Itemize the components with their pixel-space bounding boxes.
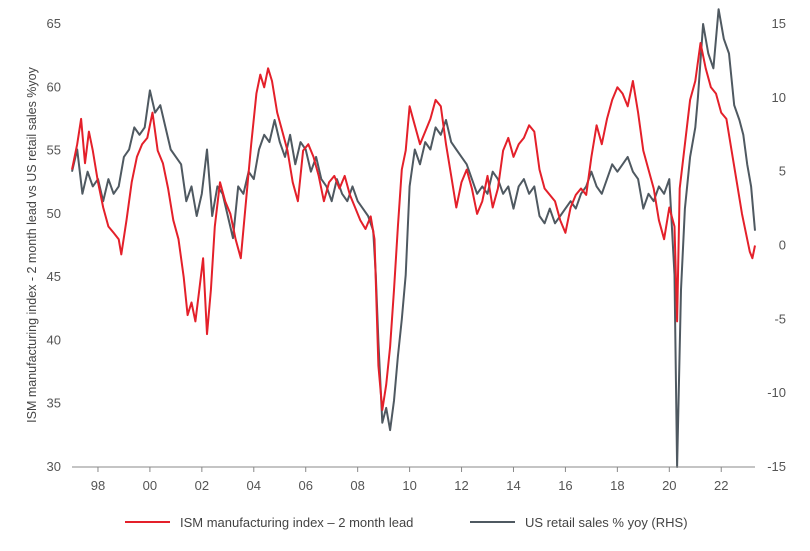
axes-layer: 30 35 40 45 50 55 60 65 -15 -10 -5 0 5 10 15 98 00 02 04 06… [47,16,786,493]
x-tick-label: 98 [91,478,105,493]
y-tick-label-right: 10 [772,90,786,105]
x-tick-label: 18 [610,478,624,493]
y-tick-label-left: 30 [47,459,61,474]
y-tick-label-right: -5 [774,311,786,326]
x-tick-label: 12 [454,478,468,493]
series-line-retail [71,8,756,468]
y-tick-label-left: 40 [47,332,61,347]
x-tick-label: 00 [143,478,157,493]
series-layer [71,8,756,468]
y-axis-label-left: ISM manufacturing index - 2 month lead v… [25,66,39,422]
y-tick-label-left: 50 [47,206,61,221]
x-tick-label: 04 [247,478,261,493]
x-tick-label: 02 [195,478,209,493]
x-tick-label: 20 [662,478,676,493]
y-tick-label-right: -10 [767,385,786,400]
y-tick-label-right: 0 [779,238,786,253]
y-tick-label-right: -15 [767,459,786,474]
y-tick-label-left: 35 [47,396,61,411]
y-tick-label-left: 65 [47,16,61,31]
x-tick-label: 14 [506,478,520,493]
y-tick-label-left: 55 [47,143,61,158]
legend-label-retail: US retail sales % yoy (RHS) [525,515,688,530]
x-tick-label: 06 [298,478,312,493]
x-tick-label: 08 [350,478,364,493]
x-tick-label: 10 [402,478,416,493]
y-tick-label-right: 5 [779,164,786,179]
y-tick-label-left: 45 [47,269,61,284]
series-line-ism [71,42,756,411]
y-tick-label-right: 15 [772,16,786,31]
x-tick-label: 22 [714,478,728,493]
x-tick-label: 16 [558,478,572,493]
legend-label-ism: ISM manufacturing index – 2 month lead [180,515,413,530]
y-tick-label-left: 60 [47,79,61,94]
